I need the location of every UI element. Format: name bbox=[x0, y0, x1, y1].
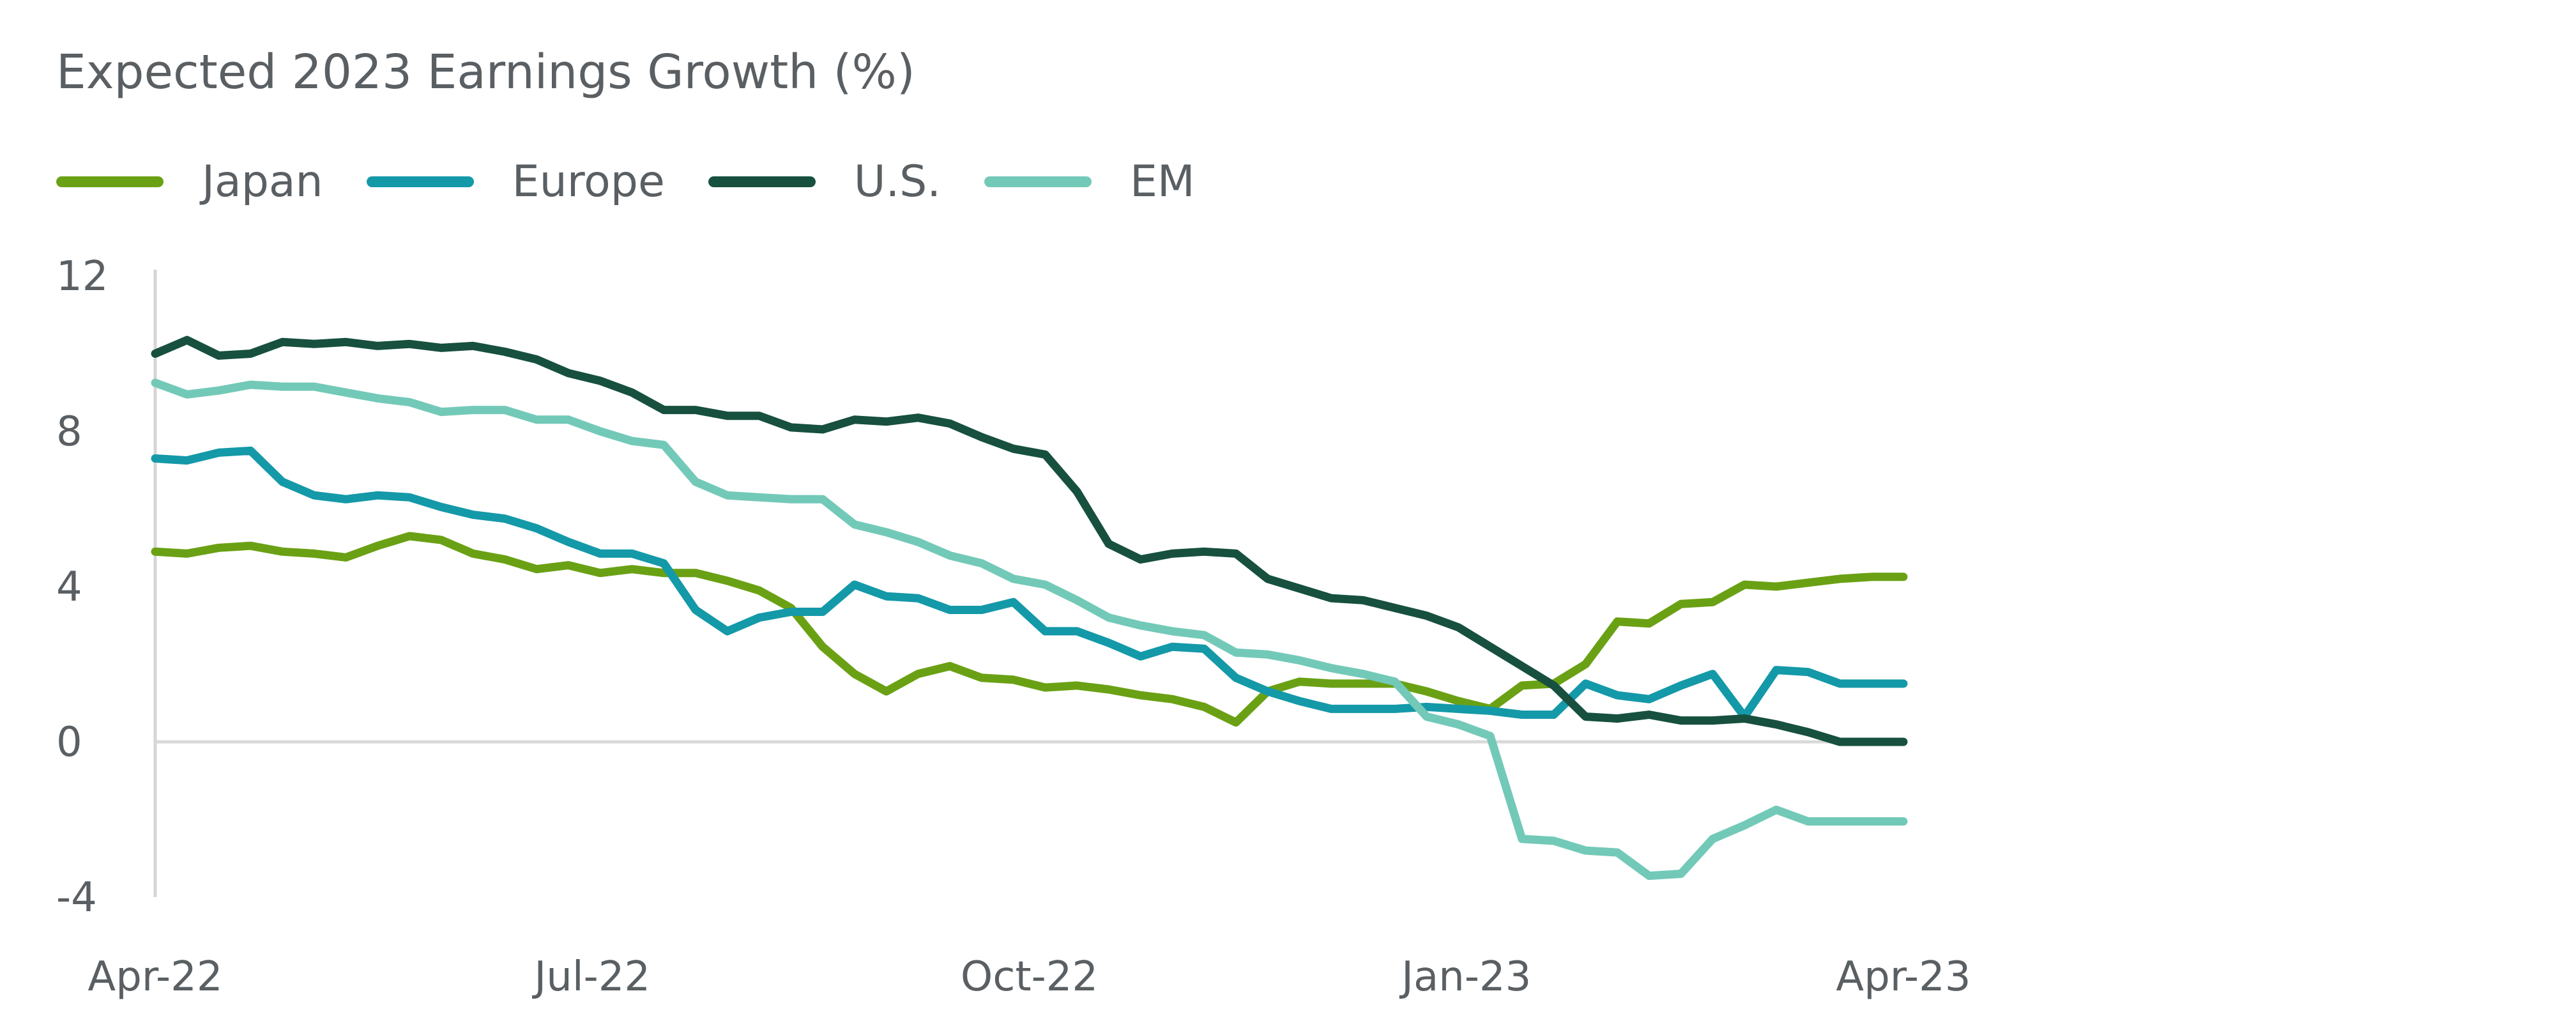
series-lines bbox=[151, 335, 1908, 881]
x-tick-label: Apr-22 bbox=[88, 953, 222, 1001]
legend-label-em: EM bbox=[1129, 157, 1195, 207]
legend-swatch-japan bbox=[56, 176, 164, 187]
series-line-us bbox=[151, 335, 1908, 746]
x-tick-label: Jan-23 bbox=[1399, 953, 1531, 1001]
y-tick-label: 4 bbox=[56, 564, 82, 611]
x-tick-label: Jul-22 bbox=[531, 953, 650, 1001]
x-tick-label: Apr-23 bbox=[1836, 953, 1970, 1001]
axes bbox=[153, 270, 1903, 897]
series-line-em bbox=[151, 378, 1908, 881]
chart-legend: Japan Europe U.S. EM bbox=[56, 157, 1238, 207]
series-line-japan bbox=[151, 532, 1908, 727]
legend-label-europe: Europe bbox=[512, 157, 665, 207]
y-tick-label: 12 bbox=[56, 253, 108, 300]
legend-item-japan: Japan bbox=[56, 157, 323, 207]
legend-swatch-em bbox=[984, 176, 1092, 187]
legend-label-japan: Japan bbox=[202, 157, 323, 207]
legend-item-europe: Europe bbox=[366, 157, 665, 207]
legend-swatch-us bbox=[708, 176, 816, 187]
y-tick-label: 0 bbox=[56, 719, 82, 766]
legend-item-em: EM bbox=[984, 157, 1195, 207]
legend-label-us: U.S. bbox=[853, 157, 941, 207]
y-tick-label: 8 bbox=[56, 408, 82, 456]
series-line-europe bbox=[151, 446, 1908, 721]
chart-title: Expected 2023 Earnings Growth (%) bbox=[56, 45, 915, 100]
tick-labels: -4 0 4 8 12 Apr-22 Jul-22 Oct-22 Jan-23 Apr-23 bbox=[56, 253, 1971, 1001]
legend-item-us: U.S. bbox=[708, 157, 941, 207]
legend-swatch-europe bbox=[366, 176, 474, 187]
x-tick-label: Oct-22 bbox=[961, 953, 1098, 1001]
y-tick-label: -4 bbox=[56, 874, 97, 921]
